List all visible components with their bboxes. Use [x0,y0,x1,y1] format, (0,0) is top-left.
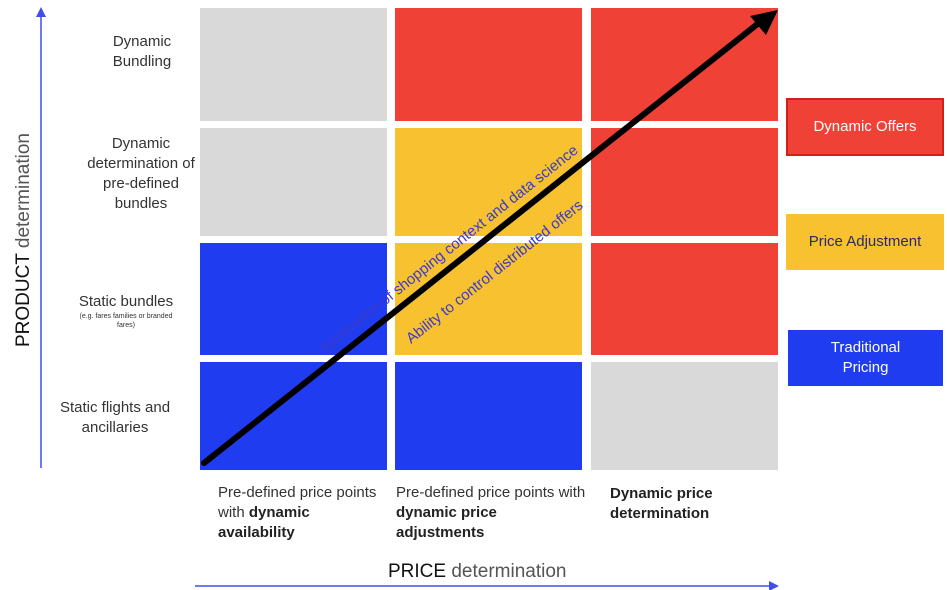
legend-label: Dynamic Offers [813,118,917,135]
row-label-line: ancillaries [81,419,149,436]
column-label-bold: dynamic availability [218,504,310,541]
x-axis-title-main: PRICE [388,561,447,582]
row-label-line: determination of [87,155,195,172]
y-axis-title-main: PRODUCT [13,253,34,348]
y-axis-title: PRODUCT determination [13,133,35,347]
legend-label: Price Adjustment [808,233,922,250]
legend-label: Traditional Pricing [830,339,901,376]
row-label-static-flights: Static flights and ancillaries [40,398,190,438]
x-axis-arrowhead [769,581,779,590]
row-label-line: Static bundles [78,293,174,310]
cell-r1-c2 [591,128,778,236]
cell-r0-c1 [395,8,582,121]
row-label-note: (e.g. fares families or branded [79,313,173,320]
cell-r2-c0 [200,243,387,355]
row-label-line: Static flights and [59,399,171,416]
legend-dynamic-offers: Dynamic Offers [786,98,944,156]
column-label-bold: dynamic price adjustments [396,504,497,541]
cell-r3-c2 [591,362,778,470]
diagonal-arrowhead [750,10,778,35]
cell-r2-c2 [591,243,778,355]
column-label-dynamic-availability: Pre-defined price points with dynamic av… [218,483,386,543]
cell-r3-c0 [200,362,387,470]
row-label-line: bundles [114,195,168,212]
y-axis-title-rest: determination [13,132,34,254]
cell-r1-c0 [200,128,387,236]
row-label-line: Bundling [112,53,172,70]
y-axis-arrowhead [36,7,46,17]
x-axis-title-rest: determination [446,561,567,582]
legend-traditional-pricing: Traditional Pricing [788,330,943,386]
diagonal-arrow-line [201,19,763,466]
cell-r1-c1 [395,128,582,236]
column-label-normal: Pre-defined price points with [396,484,586,501]
column-label-dynamic-price-adjustments: Pre-defined price points with dynamic pr… [396,483,586,543]
column-label-bold: Dynamic price determination [610,485,713,522]
column-label-dynamic-price-determination: Dynamic price determination [610,484,740,524]
cell-r2-c1 [395,243,582,355]
row-label-note: fares) [117,322,135,329]
cell-r3-c1 [395,362,582,470]
row-label-line: Dynamic [112,33,172,50]
row-label-static-bundles: Static bundles (e.g. fares families or b… [56,292,196,330]
column-label-normal: Pre-defined price points with [218,484,377,521]
cell-r0-c2 [591,8,778,121]
row-label-dynamic-bundling: Dynamic Bundling [92,32,192,72]
legend-price-adjustment: Price Adjustment [786,214,944,270]
row-label-line: Dynamic [111,135,171,152]
row-label-dynamic-determination: Dynamic determination of pre-defined bun… [66,134,216,214]
diagonal-text-1: Application of shopping context and data… [316,142,581,357]
cell-r0-c0 [200,8,387,121]
row-label-line: pre-defined [103,175,179,192]
x-axis-title: PRICE determination [388,561,566,583]
